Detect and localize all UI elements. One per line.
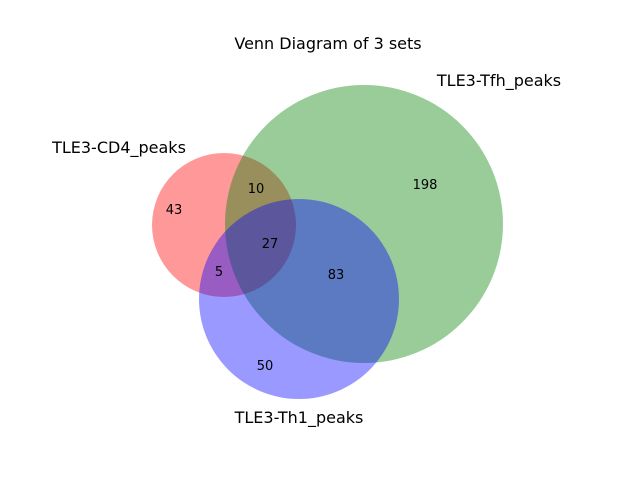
region-count-cd4-tfh: 10 bbox=[248, 182, 265, 197]
region-count-th1-only: 50 bbox=[257, 359, 274, 374]
region-count-tfh-only: 198 bbox=[413, 178, 438, 193]
region-count-tfh-th1: 83 bbox=[328, 268, 345, 283]
set-label-tfh: TLE3-Tfh_peaks bbox=[436, 71, 561, 91]
set-label-th1: TLE3-Th1_peaks bbox=[234, 408, 364, 428]
region-count-all-three: 27 bbox=[262, 237, 279, 252]
region-count-cd4-only: 43 bbox=[166, 203, 183, 218]
diagram-title: Venn Diagram of 3 sets bbox=[234, 34, 421, 53]
venn-circles bbox=[152, 85, 503, 399]
region-count-cd4-th1: 5 bbox=[215, 265, 223, 280]
set-circle-th1 bbox=[199, 199, 399, 399]
set-label-cd4: TLE3-CD4_peaks bbox=[51, 138, 186, 158]
set-circle-cd4 bbox=[152, 153, 296, 297]
set-circle-tfh bbox=[225, 85, 503, 363]
